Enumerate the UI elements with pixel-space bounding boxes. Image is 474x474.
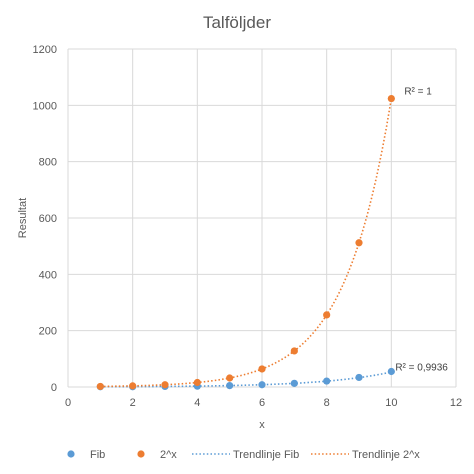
data-point-fib <box>323 377 330 384</box>
x-tick-label: 6 <box>259 397 265 409</box>
grid-layer <box>68 49 456 387</box>
x-axis-label: x <box>259 419 265 431</box>
legend-marker-0 <box>67 450 74 457</box>
y-tick-label: 0 <box>51 382 57 394</box>
x-tick-label: 4 <box>194 397 200 409</box>
y-tick-label: 400 <box>39 269 57 281</box>
y-axis-label: Resultat <box>17 198 29 238</box>
y-tick-label: 1000 <box>33 100 57 112</box>
x-tick-label: 0 <box>65 397 71 409</box>
legend-label-0: Fib <box>90 449 105 461</box>
chart-title: Talföljder <box>203 13 271 32</box>
trendline-2x <box>100 99 391 387</box>
y-tick-label: 800 <box>39 157 57 169</box>
y-tick-label: 1200 <box>33 44 57 56</box>
r2-label-fib: R² = 0,9936 <box>395 363 448 374</box>
x-tick-label: 8 <box>324 397 330 409</box>
data-point-fib <box>355 374 362 381</box>
data-point-2x <box>194 379 201 386</box>
point-layer <box>97 95 395 390</box>
data-point-fib <box>258 381 265 388</box>
legend-label-3: Trendlinje 2^x <box>352 449 420 461</box>
data-point-fib <box>291 380 298 387</box>
legend: Fib 2^x Trendlinje Fib Trendlinje 2^x <box>67 449 420 461</box>
legend-marker-1 <box>137 450 144 457</box>
trendline-fib <box>100 372 391 387</box>
data-point-2x <box>226 374 233 381</box>
x-tick-label: 10 <box>385 397 397 409</box>
axis-layer: 0 2 4 6 8 10 12 0 200 400 600 800 1000 1200 <box>33 44 463 409</box>
data-point-2x <box>129 382 136 389</box>
data-point-2x <box>161 381 168 388</box>
y-tick-label: 600 <box>39 213 57 225</box>
data-point-2x <box>258 365 265 372</box>
data-point-fib <box>226 382 233 389</box>
data-point-2x <box>323 311 330 318</box>
legend-label-2: Trendlinje Fib <box>233 449 299 461</box>
trendline-layer <box>100 99 391 387</box>
x-tick-label: 2 <box>130 397 136 409</box>
legend-label-1: 2^x <box>160 449 177 461</box>
data-point-2x <box>291 347 298 354</box>
data-point-2x <box>355 239 362 246</box>
data-point-2x <box>388 95 395 102</box>
data-point-fib <box>388 368 395 375</box>
x-tick-label: 12 <box>450 397 462 409</box>
data-point-2x <box>97 383 104 390</box>
y-tick-label: 200 <box>39 326 57 338</box>
r2-label-2x: R² = 1 <box>404 87 432 98</box>
